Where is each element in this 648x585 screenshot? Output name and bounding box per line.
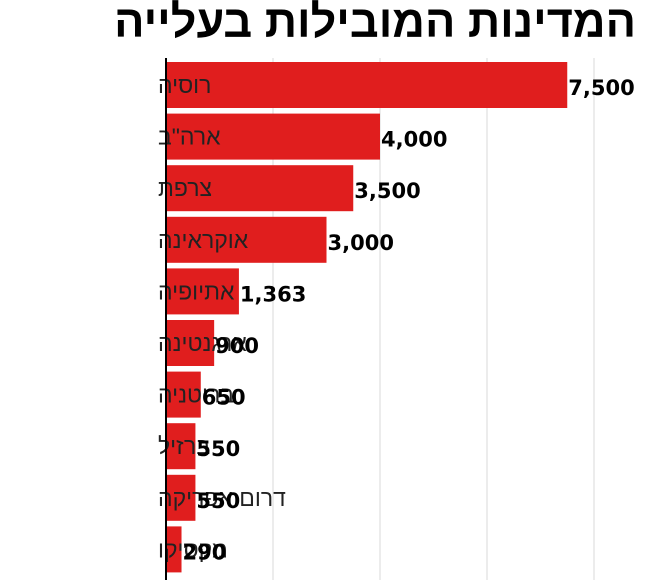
chart-title: המדינות המובילות בעלייה (114, 0, 636, 47)
category-labels: רוסיהארה"בצרפתאוקראינהאתיופיהארגנטינהברי… (158, 72, 286, 562)
bar (166, 526, 182, 573)
value-label: 3,500 (354, 179, 420, 203)
bar (166, 62, 568, 108)
value-label: 1,363 (240, 282, 306, 306)
bar (166, 113, 380, 160)
value-label: 900 (215, 334, 259, 358)
bar (166, 320, 215, 366)
bar (166, 165, 354, 212)
bars (166, 62, 568, 573)
category-label: אתיופיה (158, 278, 235, 304)
value-label: 7,500 (568, 76, 634, 100)
category-label: אוקראינה (158, 227, 249, 253)
value-labels: 7,500 4,000 3,500 3,000 1,363 900 650 550 550 290 (183, 76, 635, 564)
value-label: 550 (196, 437, 240, 461)
value-label: 3,000 (328, 231, 394, 255)
category-label: מקסיקו (158, 536, 228, 562)
value-label: 4,000 (381, 128, 447, 152)
bar (166, 423, 196, 470)
value-label: 550 (196, 489, 240, 513)
bar (166, 371, 201, 418)
bar (166, 474, 196, 521)
value-label: 650 (202, 386, 246, 410)
bar (166, 216, 327, 263)
category-label: ארגנטינה (158, 330, 247, 356)
category-label: בריטניה (158, 382, 234, 408)
bar (166, 268, 239, 315)
value-label: 290 (183, 540, 227, 564)
category-label: צרפת (158, 175, 212, 201)
category-label: ארה"ב (158, 124, 221, 150)
category-label: דרום אפריקה (158, 485, 286, 511)
